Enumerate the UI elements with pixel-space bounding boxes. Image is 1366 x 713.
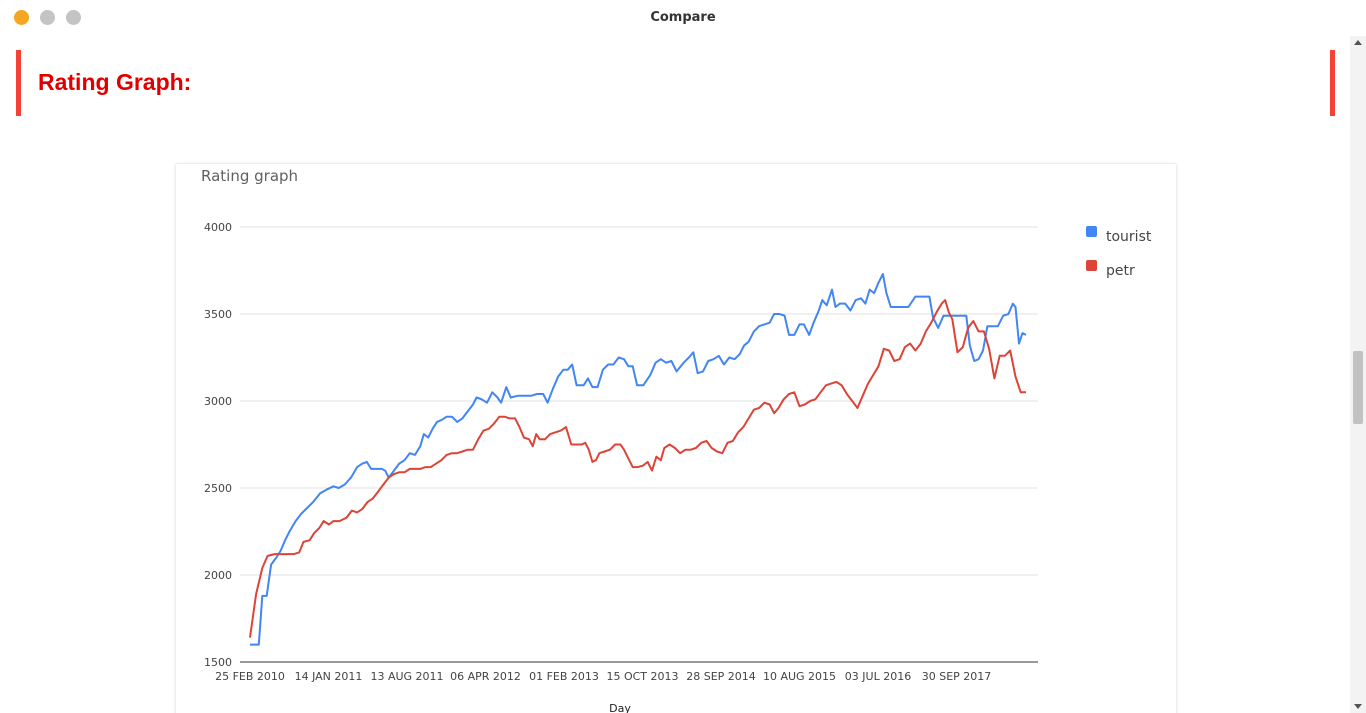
y-tick-label: 3500 (204, 308, 232, 321)
x-tick-label: 01 FEB 2013 (529, 670, 599, 683)
chart-title: Rating graph (201, 167, 299, 185)
page-content: Rating Graph: Rating graph 4000 3500 3000 2… (0, 36, 1350, 713)
x-tick-label: 14 JAN 2011 (295, 670, 363, 683)
legend-label-petr[interactable]: petr (1106, 263, 1135, 279)
scroll-down-arrow-icon[interactable] (1354, 704, 1362, 709)
window-titlebar: Compare (0, 0, 1366, 36)
scrollbar-thumb[interactable] (1353, 351, 1363, 424)
minimize-window-icon[interactable] (40, 10, 55, 25)
section-title: Rating Graph: (38, 69, 192, 95)
x-tick-label: 25 FEB 2010 (215, 670, 285, 683)
maximize-window-icon[interactable] (66, 10, 81, 25)
x-tick-label: 28 SEP 2014 (686, 670, 756, 683)
x-tick-label: 06 APR 2012 (450, 670, 521, 683)
vertical-scrollbar[interactable] (1350, 36, 1366, 713)
rating-chart-card: Rating graph 4000 3500 3000 2500 2000 1500 25 … (176, 164, 1176, 713)
close-window-icon[interactable] (14, 10, 29, 25)
y-tick-label: 3000 (204, 395, 232, 408)
x-tick-label: 13 AUG 2011 (370, 670, 443, 683)
x-tick-label: 15 OCT 2013 (606, 670, 678, 683)
rating-graph-section-header: Rating Graph: (16, 50, 1335, 116)
y-tick-label: 2000 (204, 569, 232, 582)
window-title: Compare (650, 10, 716, 25)
series-line-petr[interactable] (249, 299, 1026, 638)
y-tick-label: 2500 (204, 482, 232, 495)
legend-label-tourist[interactable]: tourist (1106, 229, 1152, 245)
x-tick-label: 03 JUL 2016 (845, 670, 911, 683)
x-tick-label: 10 AUG 2015 (763, 670, 836, 683)
scroll-up-arrow-icon[interactable] (1354, 40, 1362, 45)
x-axis-label: Day (609, 702, 631, 713)
legend-swatch-petr[interactable] (1086, 260, 1097, 271)
y-tick-label: 1500 (204, 656, 232, 669)
series-line-tourist[interactable] (250, 273, 1027, 646)
x-tick-label: 30 SEP 2017 (922, 670, 992, 683)
y-tick-label: 4000 (204, 221, 232, 234)
legend-swatch-tourist[interactable] (1086, 226, 1097, 237)
